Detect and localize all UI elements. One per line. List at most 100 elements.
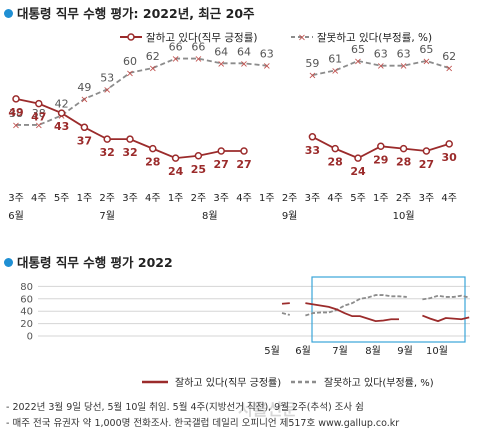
disapprove-point: × bbox=[331, 66, 339, 77]
x-tick-label: 4주 bbox=[441, 193, 457, 204]
disapprove-point: × bbox=[354, 56, 362, 67]
approve-data-label: 32 bbox=[122, 146, 137, 159]
disapprove-data-label: 62 bbox=[146, 50, 160, 63]
disapprove-point: × bbox=[240, 59, 248, 70]
approve-series-line bbox=[281, 302, 290, 305]
x-tick-label: 2주 bbox=[282, 193, 298, 204]
approve-data-label: 27 bbox=[419, 158, 434, 171]
disapprove-point: × bbox=[194, 54, 202, 65]
x-month-label: 8월 bbox=[202, 210, 218, 222]
disapprove-data-label: 38 bbox=[9, 107, 23, 120]
x-tick-label: 4주 bbox=[31, 193, 47, 204]
x-tick-label: 3주 bbox=[122, 193, 138, 204]
disapprove-data-label: 60 bbox=[123, 55, 137, 68]
chart2-title: 대통령 직무 수행 평가 2022 bbox=[4, 252, 173, 271]
approve-point bbox=[354, 154, 362, 162]
disapprove-data-label: 63 bbox=[374, 48, 388, 61]
approve-data-label: 27 bbox=[214, 158, 229, 171]
disapprove-data-label: 66 bbox=[169, 41, 183, 54]
chart1-title-text: 대통령 직무 수행 평가: 2022년, 최근 20주 bbox=[17, 6, 255, 21]
y-tick-label: 0 bbox=[27, 332, 33, 343]
approve-data-label: 28 bbox=[396, 156, 411, 169]
footnote-2: - 매주 전국 유권자 약 1,000명 전화조사. 한국갤럽 데일리 오피니언… bbox=[6, 418, 400, 429]
disapprove-point: × bbox=[263, 61, 271, 72]
approve-point bbox=[126, 135, 134, 143]
disapprove-point: × bbox=[377, 61, 385, 72]
approve-data-label: 27 bbox=[236, 158, 251, 171]
x-tick-label: 4주 bbox=[236, 193, 252, 204]
disapprove-point: × bbox=[217, 59, 225, 70]
disapprove-data-label: 64 bbox=[214, 45, 228, 58]
approve-point bbox=[12, 95, 20, 103]
disapprove-data-label: 64 bbox=[237, 45, 251, 58]
disapprove-point: × bbox=[171, 54, 179, 65]
approve-point bbox=[445, 140, 453, 148]
approve-data-label: 33 bbox=[305, 144, 320, 157]
y-tick-label: 80 bbox=[20, 282, 33, 293]
approve-data-label: 28 bbox=[145, 156, 160, 169]
x-tick-label: 1주 bbox=[77, 193, 93, 204]
disapprove-point: × bbox=[126, 68, 134, 79]
approve-point bbox=[331, 144, 339, 153]
approve-point bbox=[217, 147, 225, 155]
approve-data-label: 30 bbox=[442, 151, 458, 164]
approve-data-label: 47 bbox=[31, 111, 46, 124]
approve-point bbox=[240, 147, 248, 155]
disapprove-point: × bbox=[80, 94, 88, 105]
approve-point bbox=[308, 133, 317, 141]
x-month-label: 10월 bbox=[426, 345, 448, 357]
approve-series-line bbox=[305, 302, 399, 323]
watermark: 서울신문 bbox=[238, 400, 297, 419]
x-tick-label: 2주 bbox=[191, 193, 207, 204]
x-month-label: 9월 bbox=[282, 210, 298, 222]
x-tick-label: 4주 bbox=[327, 193, 343, 204]
disapprove-data-label: 42 bbox=[55, 97, 69, 110]
disapprove-series-line bbox=[16, 57, 267, 126]
disapprove-data-label: 49 bbox=[77, 81, 91, 94]
x-month-label: 8월 bbox=[365, 345, 381, 357]
approve-point bbox=[422, 147, 431, 155]
disapprove-point: × bbox=[445, 64, 453, 75]
approve-point bbox=[194, 152, 203, 160]
approve-data-label: 43 bbox=[54, 120, 69, 133]
approve-point bbox=[399, 144, 408, 153]
approve-data-label: 49 bbox=[8, 106, 23, 119]
x-month-label: 6월 bbox=[295, 345, 311, 357]
approve-data-label: 37 bbox=[77, 134, 92, 147]
legend-disapprove-marker: × bbox=[298, 33, 306, 44]
disapprove-point: × bbox=[422, 56, 430, 67]
disapprove-data-label: 66 bbox=[191, 41, 205, 54]
disapprove-data-label: 65 bbox=[351, 43, 365, 56]
disapprove-point: × bbox=[12, 120, 20, 131]
disapprove-data-label: 53 bbox=[100, 71, 114, 84]
approve-data-label: 29 bbox=[373, 153, 388, 166]
disapprove-data-label: 63 bbox=[397, 48, 411, 61]
disapprove-data-label: 59 bbox=[305, 57, 319, 70]
x-month-label: 6월 bbox=[8, 210, 24, 222]
x-tick-label: 2주 bbox=[396, 193, 412, 204]
approve-point bbox=[35, 99, 43, 108]
y-tick-label: 40 bbox=[20, 307, 33, 318]
x-tick-label: 5주 bbox=[350, 193, 366, 204]
legend-approve-label: 잘하고 있다(직무 긍정률) bbox=[175, 376, 281, 389]
disapprove-series-line bbox=[281, 312, 291, 316]
approve-point bbox=[171, 154, 180, 162]
x-month-label: 9월 bbox=[397, 345, 413, 357]
x-tick-label: 2주 bbox=[99, 193, 115, 204]
disapprove-point: × bbox=[35, 120, 43, 131]
legend-approve-marker bbox=[127, 33, 135, 41]
approve-data-label: 32 bbox=[100, 146, 115, 159]
disapprove-data-label: 62 bbox=[442, 50, 456, 63]
approve-point bbox=[57, 109, 66, 117]
x-tick-label: 1주 bbox=[259, 193, 275, 204]
x-tick-label: 3주 bbox=[419, 193, 435, 204]
approve-point bbox=[80, 123, 89, 132]
x-month-label: 5월 bbox=[264, 345, 280, 357]
y-tick-label: 60 bbox=[20, 294, 33, 305]
x-tick-label: 3주 bbox=[213, 193, 229, 204]
disapprove-point: × bbox=[308, 71, 316, 82]
chart2-title-text: 대통령 직무 수행 평가 2022 bbox=[17, 255, 173, 270]
x-tick-label: 1주 bbox=[168, 193, 184, 204]
approve-series-line bbox=[422, 314, 470, 323]
